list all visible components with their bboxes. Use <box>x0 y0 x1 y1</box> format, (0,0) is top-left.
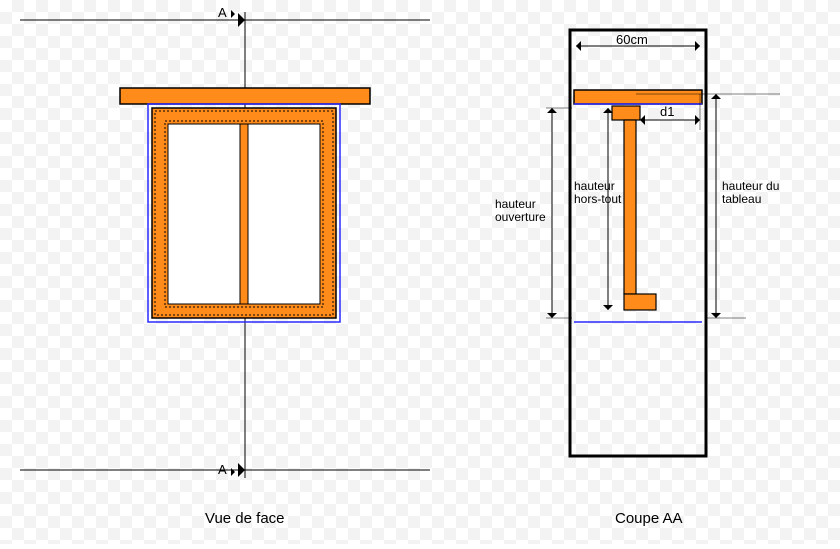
diagram-svg <box>0 0 840 544</box>
dim-hors-tout-label: hauteur hors-tout <box>574 180 621 206</box>
diagram-canvas: A A 60cm hauteur ouverture hauteur hors-… <box>0 0 840 544</box>
width-dim-label: 60cm <box>616 32 648 47</box>
dim-tableau-label: hauteur du tableau <box>722 180 779 206</box>
dim-ouverture-label: hauteur ouverture <box>495 198 546 224</box>
section-caption: Coupe AA <box>615 510 683 527</box>
section-marker-bottom-label: A <box>218 462 227 477</box>
front-caption: Vue de face <box>205 510 285 527</box>
dim-d1-label: d1 <box>660 104 674 119</box>
section-marker-top-label: A <box>218 5 227 20</box>
